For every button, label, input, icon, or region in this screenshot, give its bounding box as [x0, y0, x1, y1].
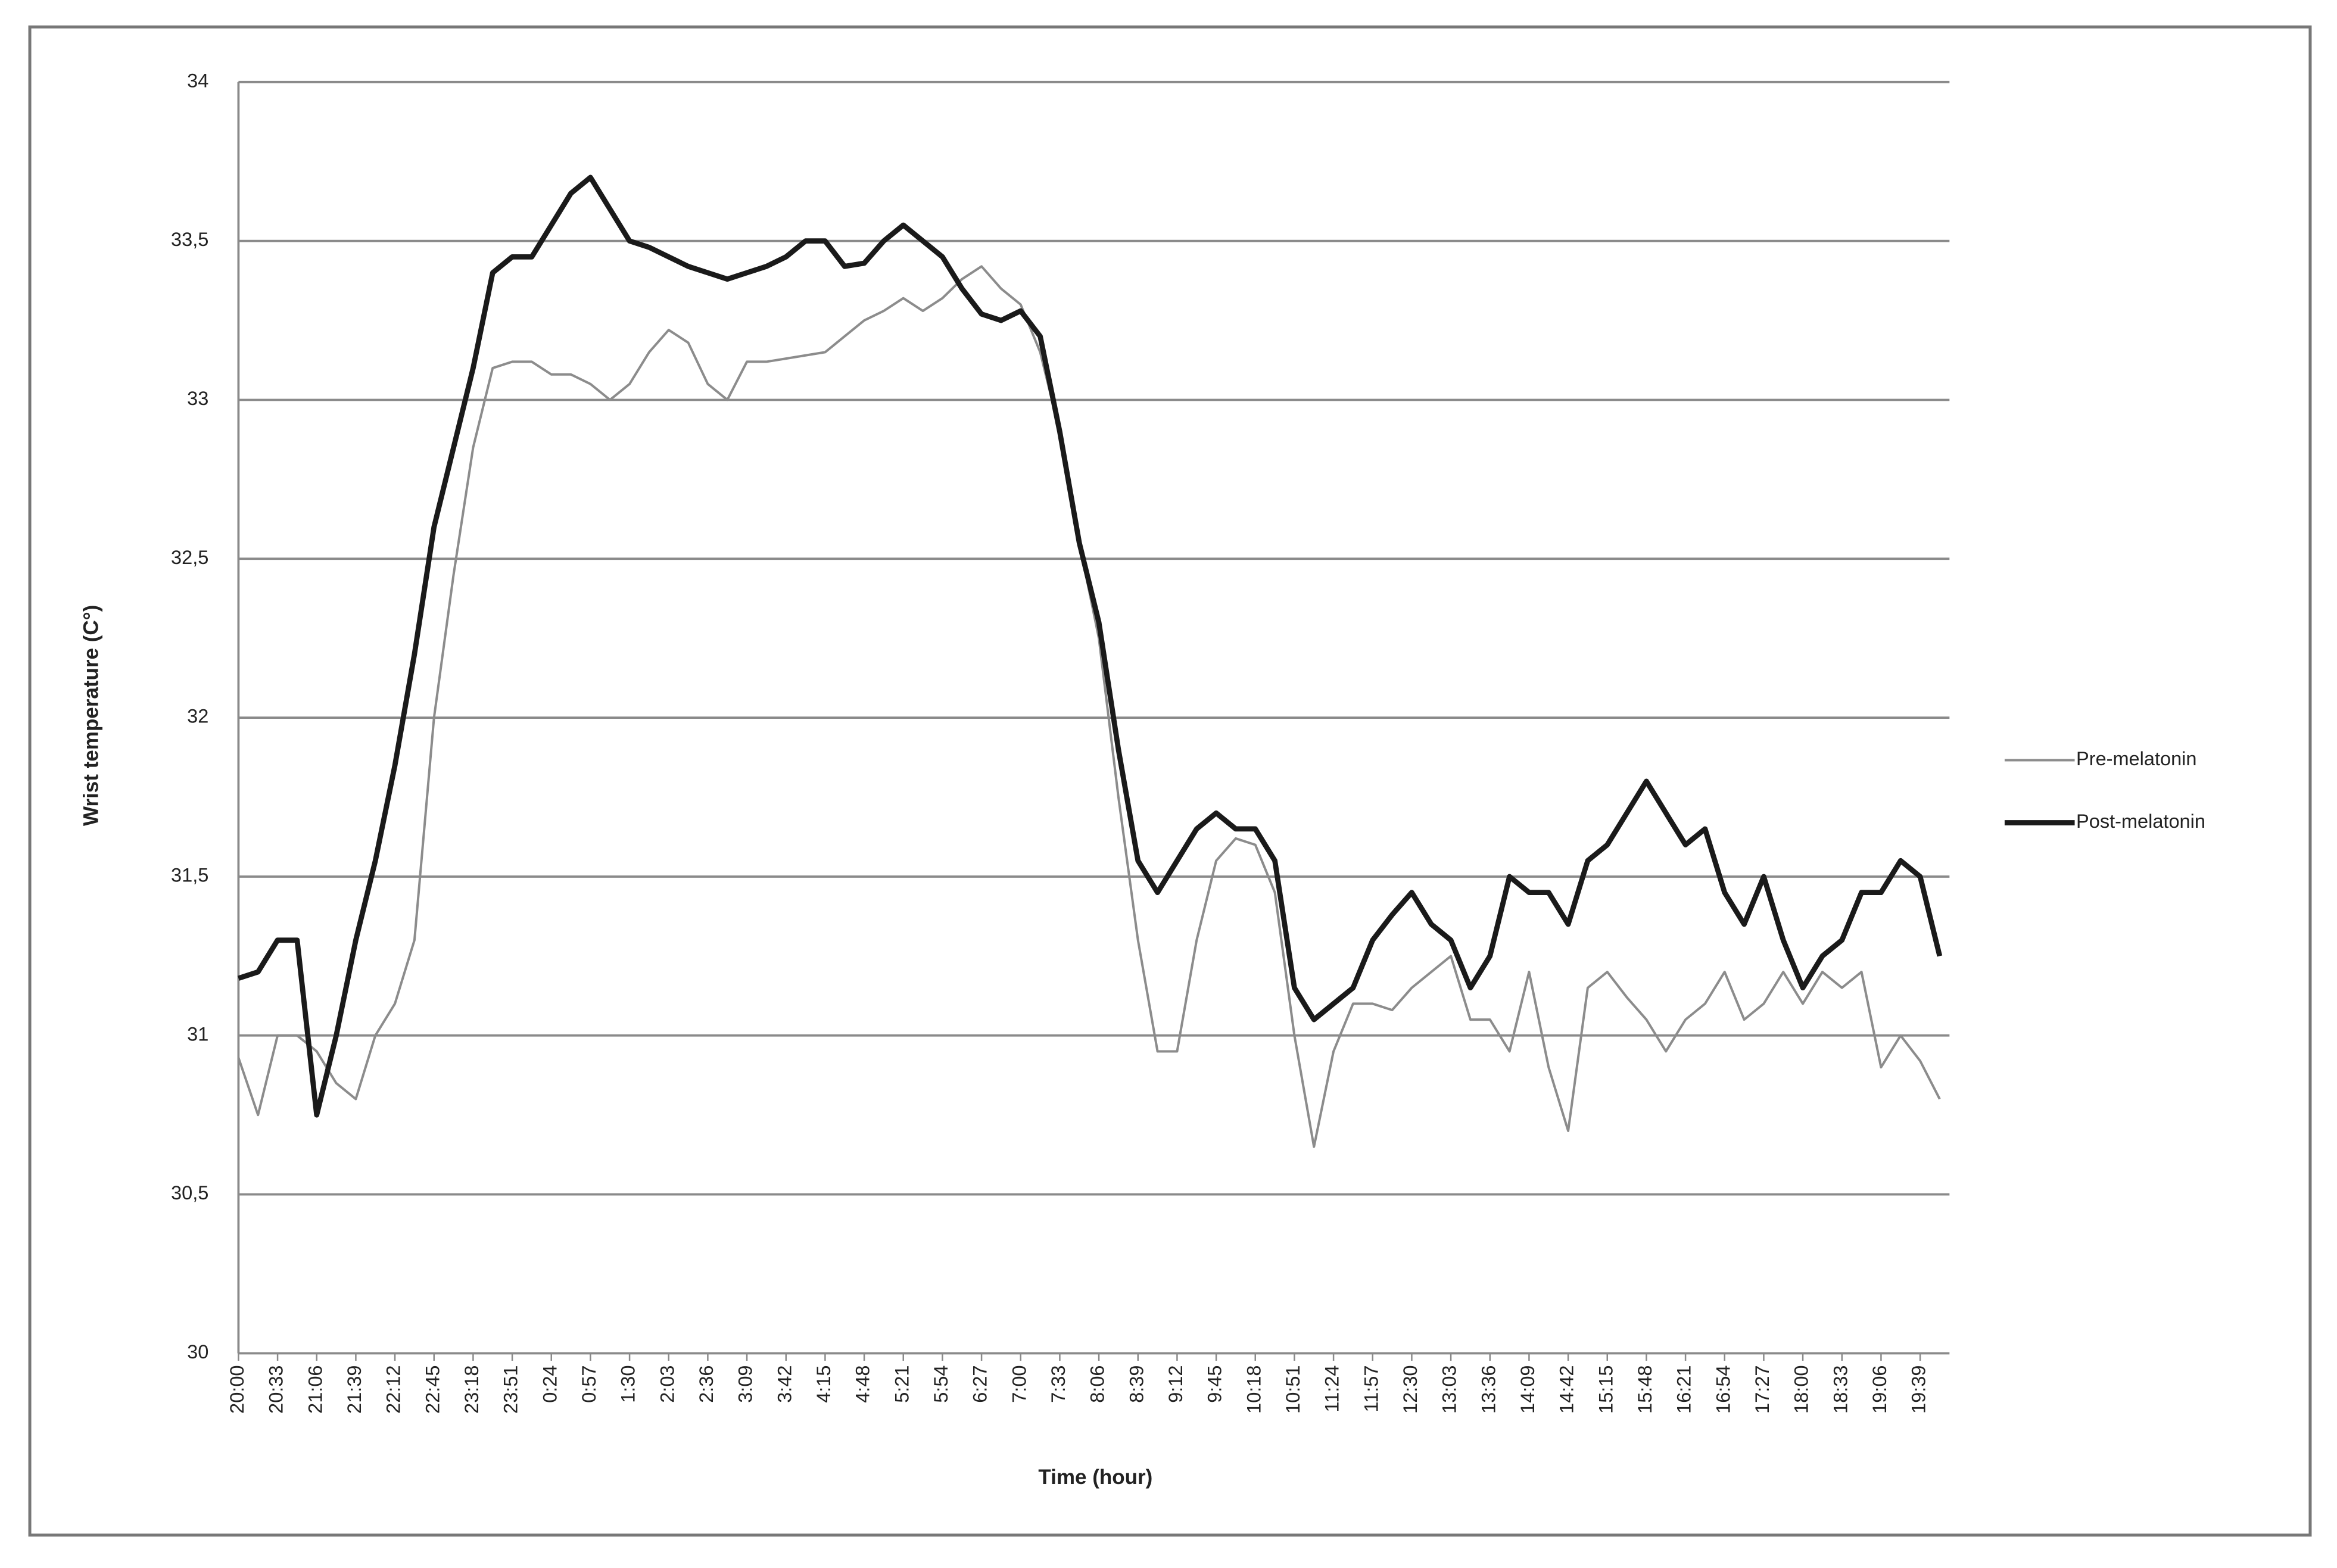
legend-label: Pre-melatonin — [2076, 748, 2196, 769]
chart-frame — [28, 25, 2312, 1537]
y-tick-label: 32 — [187, 706, 208, 727]
x-tick-label: 15:48 — [1634, 1365, 1656, 1413]
y-tick-label: 33,5 — [171, 229, 208, 250]
x-tick-label: 13:36 — [1478, 1365, 1499, 1413]
y-axis-title: Wrist temperature (C°) — [79, 605, 102, 826]
x-tick-label: 8:06 — [1087, 1365, 1108, 1402]
x-tick-label: 14:42 — [1556, 1365, 1578, 1413]
x-tick-label: 15:15 — [1595, 1365, 1616, 1413]
y-tick-label: 30 — [187, 1341, 208, 1363]
x-tick-label: 13:03 — [1439, 1365, 1460, 1413]
x-tick-label: 14:09 — [1517, 1365, 1538, 1413]
x-tick-label: 12:30 — [1400, 1365, 1421, 1413]
x-tick-label: 4:48 — [852, 1365, 874, 1402]
y-tick-label: 31 — [187, 1023, 208, 1045]
y-tick-label: 31,5 — [171, 865, 208, 886]
x-tick-label: 4:15 — [813, 1365, 834, 1402]
x-tick-label: 19:39 — [1908, 1365, 1930, 1413]
x-tick-label: 3:42 — [774, 1365, 795, 1402]
x-tick-label: 21:39 — [344, 1365, 365, 1413]
x-tick-label: 8:39 — [1126, 1365, 1147, 1402]
x-tick-label: 17:27 — [1752, 1365, 1773, 1413]
x-tick-label: 0:57 — [578, 1365, 600, 1402]
x-tick-label: 7:00 — [1008, 1365, 1030, 1402]
y-tick-label: 33 — [187, 388, 208, 409]
x-tick-label: 22:12 — [383, 1365, 404, 1413]
x-tick-label: 10:18 — [1243, 1365, 1264, 1413]
x-tick-label: 7:33 — [1048, 1365, 1069, 1402]
x-tick-label: 21:06 — [304, 1365, 326, 1413]
x-tick-label: 6:27 — [970, 1365, 991, 1402]
x-tick-label: 1:30 — [618, 1365, 639, 1402]
x-tick-label: 5:54 — [930, 1365, 952, 1402]
x-tick-label: 3:09 — [735, 1365, 756, 1402]
x-tick-label: 23:18 — [461, 1365, 482, 1413]
line-series — [238, 174, 1943, 1118]
x-tick-label: 11:24 — [1322, 1365, 1343, 1412]
x-tick-label: 5:21 — [891, 1365, 912, 1402]
y-tick-label: 34 — [187, 70, 208, 91]
x-tick-label: 20:33 — [266, 1365, 287, 1413]
x-tick-label: 0:24 — [539, 1365, 560, 1402]
x-tick-label: 9:12 — [1165, 1365, 1186, 1402]
x-tick-label: 22:45 — [422, 1365, 443, 1413]
x-tick-label: 23:51 — [500, 1365, 522, 1413]
x-tick-label: 20:00 — [226, 1365, 248, 1413]
legend-label: Post-melatonin — [2076, 811, 2205, 832]
x-tick-label: 2:36 — [696, 1365, 717, 1402]
x-tick-label: 18:33 — [1830, 1365, 1851, 1413]
x-tick-label: 11:57 — [1360, 1365, 1382, 1412]
x-tick-label: 19:06 — [1869, 1365, 1890, 1413]
x-tick-label: 16:54 — [1712, 1365, 1734, 1413]
x-tick-label: 9:45 — [1204, 1365, 1226, 1402]
y-tick-label: 30,5 — [171, 1182, 208, 1204]
x-tick-label: 10:51 — [1282, 1365, 1304, 1413]
x-axis-title: Time (hour) — [1038, 1466, 1152, 1489]
x-tick-label: 2:03 — [656, 1365, 678, 1402]
x-tick-label: 18:00 — [1791, 1365, 1812, 1413]
x-tick-label: 16:21 — [1674, 1365, 1695, 1413]
y-tick-label: 32,5 — [171, 547, 208, 568]
